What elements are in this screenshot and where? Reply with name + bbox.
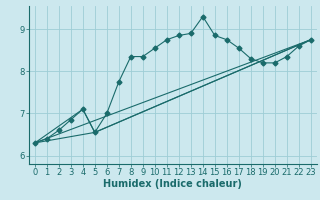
X-axis label: Humidex (Indice chaleur): Humidex (Indice chaleur)	[103, 179, 242, 189]
